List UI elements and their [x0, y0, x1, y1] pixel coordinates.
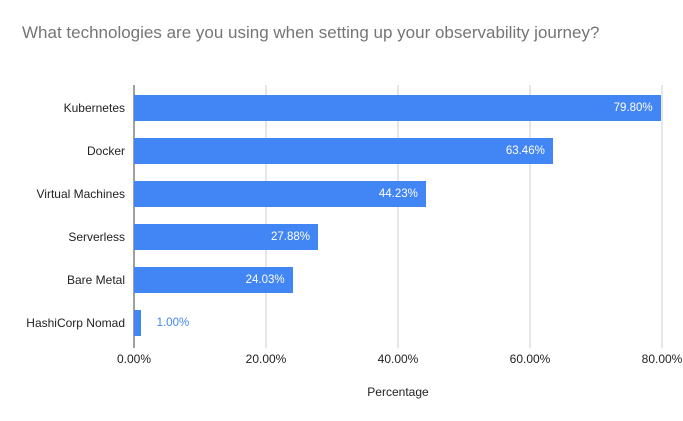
- value-label: 63.46%: [505, 144, 545, 157]
- gridline: [529, 85, 531, 348]
- bar-row-hashicorp-nomad: HashiCorp Nomad 1.00%: [26, 302, 662, 345]
- chart-title: What technologies are you using when set…: [22, 23, 600, 42]
- y-axis-line: [133, 85, 135, 348]
- x-tick-label: 40.00%: [377, 352, 419, 366]
- bar-bare-metal[interactable]: 24.03%: [134, 267, 293, 294]
- gridline: [397, 85, 399, 348]
- category-label: Docker: [86, 143, 125, 158]
- gridline: [661, 85, 663, 348]
- x-axis-title: Percentage: [367, 385, 429, 399]
- bar-row-kubernetes: Kubernetes 79.80%: [64, 86, 662, 129]
- bar-row-bare-metal: Bare Metal 24.03%: [67, 259, 662, 302]
- bar-row-virtual-machines: Virtual Machines 44.23%: [37, 172, 662, 215]
- value-label: 44.23%: [378, 187, 418, 200]
- value-label: 24.03%: [245, 274, 285, 287]
- x-tick-label: 20.00%: [245, 352, 287, 366]
- x-tick-label: 80.00%: [641, 352, 683, 366]
- bar-virtual-machines[interactable]: 44.23%: [134, 180, 426, 207]
- value-label: 27.88%: [270, 231, 310, 243]
- bar-row-docker: Docker 63.46%: [87, 129, 662, 172]
- plot-area: Kubernetes 79.80% Docker 63.46% Virtual Mach…: [26, 85, 663, 348]
- category-label: Bare Metal: [66, 273, 125, 288]
- x-tick-label: 0.00%: [116, 352, 152, 366]
- bar-hashicorp-nomad[interactable]: [134, 310, 141, 337]
- category-label: Serverless: [68, 230, 125, 245]
- x-tick-label: 60.00%: [509, 352, 551, 366]
- value-label: 79.80%: [613, 101, 653, 114]
- value-label: 1.00%: [156, 317, 190, 330]
- bar-kubernetes[interactable]: 79.80%: [134, 94, 661, 121]
- x-axis: 0.00% 20.00% 40.00% 60.00% 80.00%: [117, 352, 682, 366]
- category-label: Virtual Machines: [36, 186, 126, 201]
- bar-serverless[interactable]: 27.88%: [134, 224, 318, 250]
- category-label: HashiCorp Nomad: [26, 316, 125, 331]
- bar-docker[interactable]: 63.46%: [134, 137, 553, 164]
- bar-row-serverless: Serverless 27.88%: [68, 216, 662, 259]
- gridline: [265, 85, 267, 348]
- category-label: Kubernetes: [63, 100, 125, 115]
